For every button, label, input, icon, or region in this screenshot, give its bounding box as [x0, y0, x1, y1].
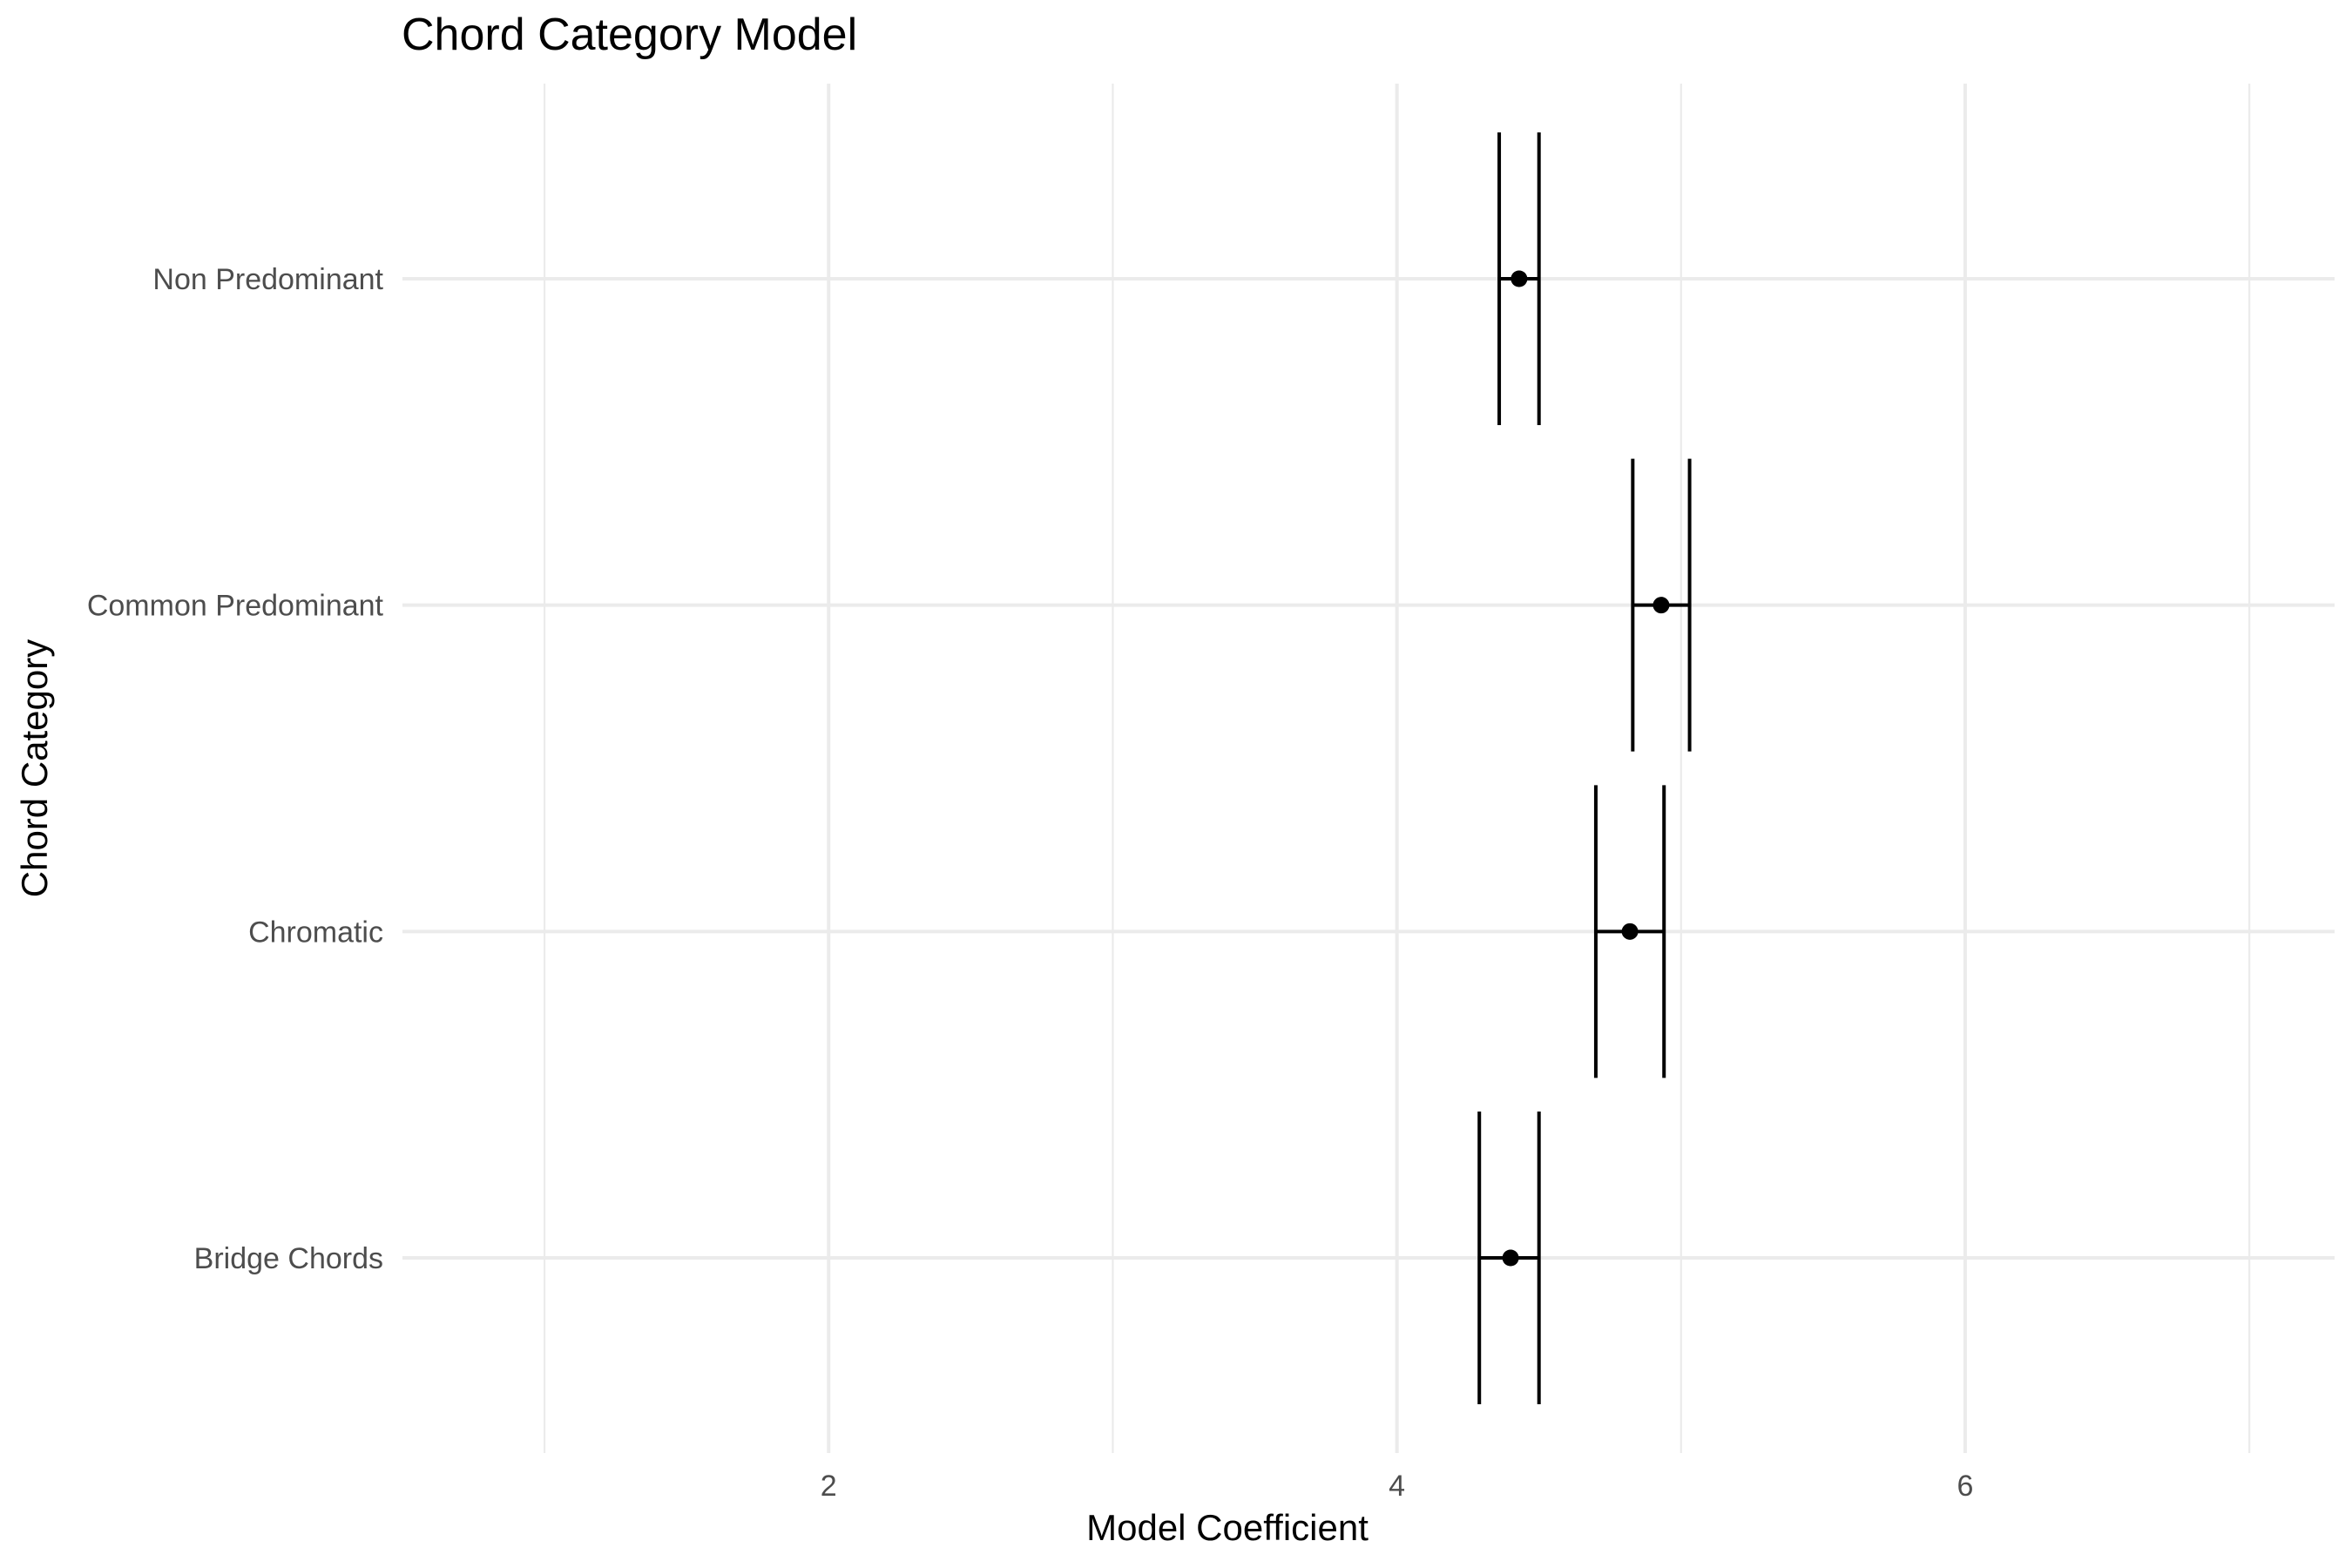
coefficient-point	[1621, 923, 1639, 940]
y-tick-label: Chromatic	[248, 916, 383, 949]
x-axis-title: Model Coefficient	[1086, 1507, 1369, 1548]
chart-title: Chord Category Model	[402, 10, 857, 60]
coefficient-point	[1511, 270, 1528, 287]
y-axis-title: Chord Category	[14, 639, 55, 897]
coefficient-point	[1652, 597, 1670, 614]
y-tick-label: Non Predominant	[152, 263, 383, 296]
x-tick-label: 4	[1389, 1470, 1405, 1503]
plot-marks	[1477, 132, 1692, 1404]
grid	[402, 84, 2335, 1453]
x-axis-ticks: 2 4 6	[821, 1470, 1974, 1503]
y-tick-label: Bridge Chords	[194, 1242, 383, 1275]
y-tick-label: Common Predominant	[87, 590, 384, 623]
x-tick-label: 6	[1957, 1470, 1974, 1503]
x-tick-label: 2	[821, 1470, 837, 1503]
coefficient-point	[1502, 1249, 1519, 1267]
y-axis-ticks: Bridge Chords Chromatic Common Predominant…	[87, 263, 384, 1275]
